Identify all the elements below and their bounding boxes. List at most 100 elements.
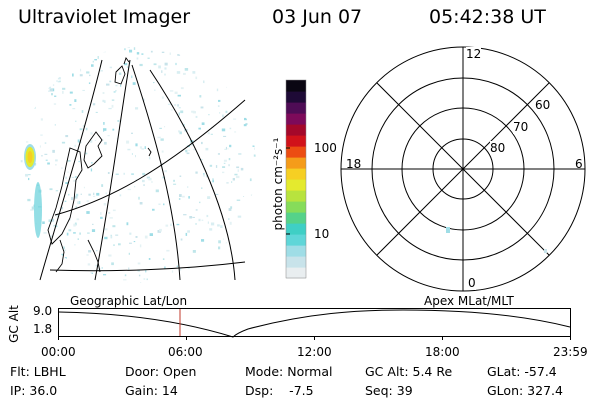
emission-speck: [231, 181, 233, 183]
emission-speck: [113, 244, 115, 246]
emission-speck: [59, 80, 61, 83]
emission-speck: [159, 228, 162, 232]
emission-speck: [49, 88, 53, 92]
emission-speck: [45, 159, 48, 161]
emission-speck: [104, 282, 108, 283]
emission-speck: [253, 214, 256, 217]
emission-speck: [164, 126, 166, 128]
emission-speck: [44, 153, 48, 155]
emission-speck: [163, 203, 165, 206]
emission-speck: [218, 240, 221, 244]
emission-speck: [111, 262, 114, 266]
emission-speck: [212, 179, 214, 183]
emission-speck: [146, 176, 150, 179]
emission-speck: [82, 89, 85, 91]
emission-speck: [247, 47, 250, 49]
emission-speck: [23, 76, 26, 79]
emission-speck: [21, 131, 25, 134]
emission-speck: [252, 53, 256, 57]
emission-speck: [31, 206, 34, 210]
emission-speck: [178, 112, 180, 116]
auroral-emission-scatter: [20, 47, 256, 283]
emission-speck: [41, 155, 43, 157]
emission-speck: [200, 159, 203, 161]
colorbar-swatch: [286, 212, 306, 224]
emission-speck: [68, 219, 71, 221]
colorbar-swatch: [286, 113, 306, 125]
emission-speck: [237, 169, 239, 172]
emission-speck: [139, 202, 143, 205]
emission-speck: [86, 211, 90, 214]
emission-speck: [111, 99, 115, 101]
emission-speck: [159, 127, 162, 129]
emission-speck: [240, 167, 244, 171]
colorbar-swatch: [286, 245, 306, 257]
emission-speck: [236, 199, 241, 201]
emission-speck: [97, 56, 99, 59]
emission-speck: [230, 206, 233, 209]
emission-speck: [207, 221, 209, 224]
emission-speck: [201, 219, 204, 221]
emission-speck: [222, 238, 225, 240]
emission-speck: [42, 221, 45, 224]
emission-speck: [124, 274, 127, 277]
emission-speck: [102, 92, 105, 94]
gc-alt-info: GC Alt: 5.4 Re: [365, 364, 453, 379]
emission-speck: [217, 64, 219, 67]
seq-info: Seq: 39: [365, 383, 413, 398]
emission-speck: [248, 236, 252, 239]
emission-speck: [115, 173, 119, 175]
emission-speck: [85, 127, 88, 131]
emission-speck: [133, 241, 136, 243]
emission-speck: [191, 110, 195, 113]
emission-speck: [248, 267, 252, 270]
emission-speck: [135, 236, 138, 238]
emission-speck: [88, 273, 92, 275]
emission-speck: [103, 128, 107, 131]
emission-speck: [55, 190, 59, 192]
time-tick-0000: 00:00: [41, 345, 76, 359]
time-tick-0600: 06:00: [168, 345, 203, 359]
emission-speck: [87, 263, 91, 266]
altitude-curve: [58, 309, 571, 338]
emission-speck: [179, 175, 182, 177]
emission-speck: [95, 111, 98, 113]
emission-speck: [135, 155, 136, 158]
emission-speck: [40, 134, 43, 136]
polar-mlt-plot: ​: [340, 46, 586, 292]
emission-speck: [27, 198, 31, 202]
emission-speck: [73, 232, 76, 234]
emission-speck: [161, 150, 164, 153]
colorbar-swatch: [286, 223, 306, 235]
emission-speck: [154, 89, 156, 91]
emission-speck: [187, 275, 190, 278]
emission-speck: [126, 140, 130, 144]
emission-speck: [55, 255, 57, 259]
emission-speck: [124, 48, 126, 51]
emission-speck: [228, 208, 232, 211]
emission-speck: [189, 216, 193, 219]
emission-speck: [49, 188, 53, 191]
emission-speck: [211, 58, 215, 60]
emission-speck: [180, 238, 183, 241]
emission-speck: [83, 186, 85, 189]
emission-speck: [69, 91, 73, 94]
emission-speck: [29, 74, 33, 78]
emission-speck: [64, 257, 67, 259]
emission-speck: [149, 233, 153, 236]
emission-speck: [97, 51, 100, 53]
emission-speck: [68, 193, 70, 196]
emission-speck: [190, 144, 192, 146]
emission-speck: [102, 99, 105, 103]
emission-speck: [92, 223, 94, 225]
emission-speck: [207, 48, 211, 51]
emission-speck: [186, 48, 189, 50]
emission-speck: [251, 87, 254, 91]
emission-speck: [91, 162, 93, 164]
emission-speck: [179, 194, 182, 197]
emission-speck: [30, 209, 34, 211]
emission-speck: [20, 160, 23, 163]
emission-speck: [223, 159, 227, 162]
colorbar-tick-100: 100: [314, 141, 337, 155]
geographic-label: Geographic Lat/Lon: [70, 294, 188, 308]
